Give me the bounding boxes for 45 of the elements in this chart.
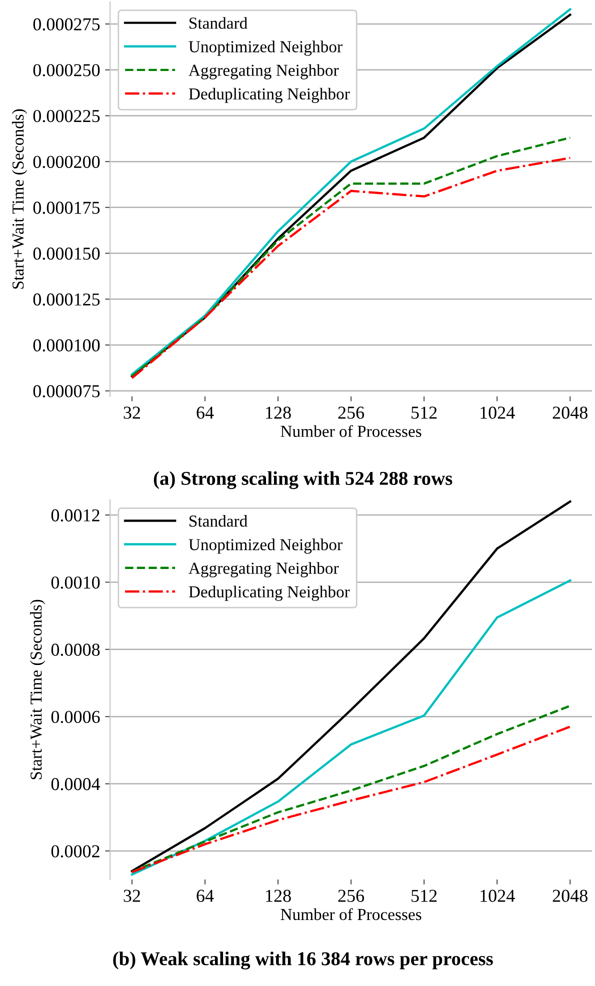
x-tick-label: 64 — [196, 890, 214, 902]
y-tick-label: 0.000275 — [33, 18, 100, 31]
x-axis-title: Number of Processes — [280, 908, 422, 920]
x-tick-label: 128 — [266, 890, 291, 902]
x-tick-label: 2048 — [552, 406, 588, 419]
legend-label: Aggregating Neighbor — [188, 64, 339, 80]
legend-label: Deduplicating Neighbor — [188, 586, 350, 601]
y-tick-label: 0.0010 — [51, 576, 100, 589]
line-series — [130, 579, 572, 876]
legend-label: Deduplicating Neighbor — [188, 88, 350, 103]
y-axis-title: Start+Wait Time (Seconds) — [30, 600, 46, 780]
legend-label: Unoptimized Neighbor — [188, 40, 342, 56]
legend-label: Aggregating Neighbor — [188, 562, 339, 578]
y-tick-label: 0.0012 — [51, 509, 100, 522]
y-tick-label: 0.000100 — [33, 339, 100, 352]
x-tick-label: 512 — [412, 406, 437, 419]
x-tick-label: 64 — [196, 406, 214, 419]
text: (b) Weak scaling with 16 384 rows per process — [113, 952, 493, 970]
legend-label: Unoptimized Neighbor — [188, 538, 342, 554]
x-tick-label: 1024 — [480, 890, 515, 902]
y-axis-title: Start+Wait Time (Seconds) — [12, 109, 28, 289]
line-series — [130, 500, 572, 872]
x-tick-label: 2048 — [552, 890, 588, 902]
x-tick-label: 512 — [412, 890, 437, 902]
y-tick-label: 0.000250 — [33, 64, 100, 76]
legend-label: Standard — [190, 515, 248, 527]
y-tick-label: 0.000125 — [33, 293, 100, 306]
x-tick-label: 1024 — [480, 406, 515, 419]
y-tick-label: 0.000175 — [33, 202, 100, 214]
x-tick-label: 256 — [338, 406, 364, 419]
text: (a) Strong scaling with 524 288 rows — [154, 471, 452, 490]
y-tick-label: 0.000225 — [33, 110, 100, 122]
x-tick-label: 256 — [338, 890, 364, 902]
y-tick-label: 0.000075 — [33, 385, 100, 398]
y-tick-label: 0.000200 — [33, 156, 100, 168]
y-tick-label: 0.0006 — [51, 710, 100, 724]
x-tick-label: 32 — [124, 406, 140, 419]
y-tick-label: 0.0004 — [51, 778, 100, 790]
x-tick-label: 32 — [124, 890, 140, 902]
y-tick-label: 0.0008 — [51, 644, 100, 656]
legend-label: Standard — [190, 17, 248, 29]
y-tick-label: 0.0002 — [51, 845, 100, 858]
y-tick-label: 0.000150 — [33, 248, 100, 260]
x-tick-label: 128 — [266, 406, 291, 419]
x-axis-title: Number of Processes — [280, 425, 422, 437]
